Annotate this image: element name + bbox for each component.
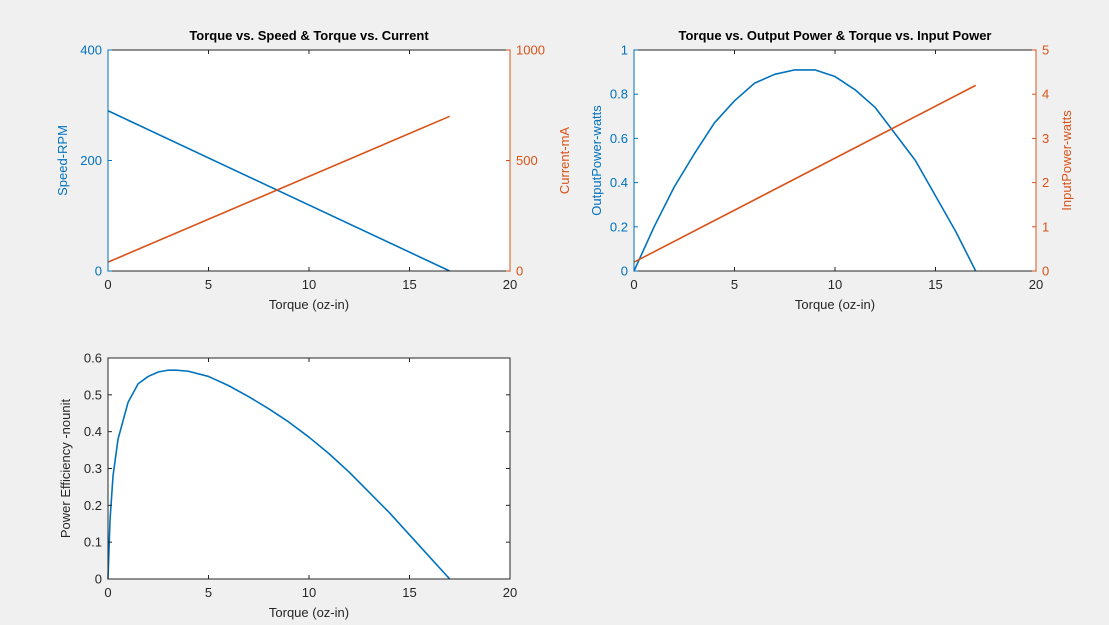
y-tick-label-left: 0.8 [610, 87, 628, 102]
y-tick-label-left: 0.6 [84, 351, 102, 366]
y-axis-left-label: OutputPower-watts [589, 105, 604, 216]
y-axis-left-label: Speed-RPM [55, 125, 70, 196]
x-tick-label: 0 [104, 585, 111, 600]
y-tick-label-left: 0 [95, 572, 102, 587]
x-tick-label: 10 [302, 585, 316, 600]
chart-title: Torque vs. Speed & Torque vs. Current [189, 28, 429, 43]
x-tick-label: 10 [302, 277, 316, 292]
subplot-power-efficiency: 0 5 10 15 20 0 0.1 0.2 0.3 0.4 0.5 0.6 Torque (oz-i… [58, 351, 517, 621]
y-axis-right-label: InputPower-watts [1059, 110, 1074, 211]
x-axis-label: Torque (oz-in) [795, 297, 875, 312]
y-tick-label-left: 0.2 [610, 219, 628, 234]
x-tick-label: 15 [402, 585, 416, 600]
series-layer [633, 69, 977, 272]
x-tick-label: 20 [503, 585, 517, 600]
y-tick-label-right: 0 [1042, 264, 1049, 279]
y-tick-label-left: 400 [80, 43, 102, 58]
x-tick-label: 15 [928, 277, 942, 292]
plot-area [108, 50, 510, 271]
y-tick-label-right: 3 [1042, 131, 1049, 146]
chart-title: Torque vs. Output Power & Torque vs. Inp… [679, 28, 992, 43]
y-axis-right-label: Current-mA [557, 127, 572, 195]
x-tick-label: 0 [630, 277, 637, 292]
x-tick-label: 5 [205, 277, 212, 292]
series-line-left [107, 369, 451, 580]
y-tick-label-right: 1000 [516, 43, 545, 58]
series-line-left [633, 69, 977, 272]
series-layer [107, 369, 451, 580]
y-tick-label-left: 0 [95, 264, 102, 279]
x-axis-label: Torque (oz-in) [269, 297, 349, 312]
x-axis-label: Torque (oz-in) [269, 605, 349, 620]
plot-area [634, 50, 1036, 271]
y-tick-label-right: 0 [516, 264, 523, 279]
y-tick-label-left: 0.2 [84, 498, 102, 513]
x-tick-label: 5 [205, 585, 212, 600]
y-tick-label-right: 500 [516, 153, 538, 168]
plot-area [108, 358, 510, 579]
x-tick-label: 20 [1029, 277, 1043, 292]
y-tick-label-left: 0.1 [84, 535, 102, 550]
y-tick-label-left: 0.4 [84, 424, 102, 439]
x-tick-label: 15 [402, 277, 416, 292]
y-tick-label-left: 200 [80, 153, 102, 168]
y-tick-label-left: 1 [621, 43, 628, 58]
series-line-right [633, 84, 977, 263]
y-tick-label-left: 0.3 [84, 461, 102, 476]
y-tick-label-right: 1 [1042, 219, 1049, 234]
x-tick-label: 20 [503, 277, 517, 292]
x-tick-label: 10 [828, 277, 842, 292]
y-axis-left-label: Power Efficiency -nounit [58, 399, 73, 539]
series-line-right [107, 115, 451, 263]
x-tick-label: 0 [104, 277, 111, 292]
series-line-left [107, 110, 451, 272]
y-tick-label-right: 5 [1042, 43, 1049, 58]
x-tick-label: 5 [731, 277, 738, 292]
y-tick-label-left: 0.5 [84, 387, 102, 402]
series-layer [107, 110, 451, 272]
y-tick-label-left: 0.6 [610, 131, 628, 146]
y-tick-label-left: 0.4 [610, 175, 628, 190]
y-tick-label-right: 2 [1042, 175, 1049, 190]
tick-layer: 0 5 10 15 20 0 0.1 0.2 0.3 0.4 0.5 0.6 [84, 351, 517, 601]
y-tick-label-left: 0 [621, 264, 628, 279]
y-tick-label-right: 4 [1042, 87, 1049, 102]
